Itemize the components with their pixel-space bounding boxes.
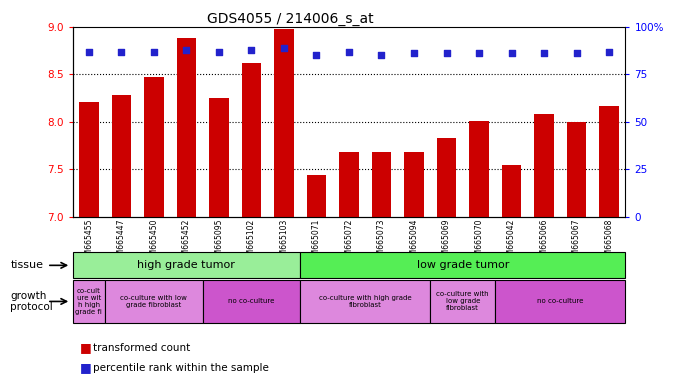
- Text: co-cult
ure wit
h high
grade fi: co-cult ure wit h high grade fi: [75, 288, 102, 315]
- Point: [149, 48, 160, 55]
- Bar: [430, 280, 495, 323]
- Bar: [144, 77, 164, 217]
- Point: [506, 50, 517, 56]
- Text: co-culture with low
grade fibroblast: co-culture with low grade fibroblast: [120, 295, 187, 308]
- Point: [473, 50, 484, 56]
- Text: co-culture with
low grade
fibroblast: co-culture with low grade fibroblast: [437, 291, 489, 311]
- Point: [603, 48, 614, 55]
- Point: [84, 48, 95, 55]
- Point: [343, 48, 354, 55]
- Point: [441, 50, 452, 56]
- Text: GDS4055 / 214006_s_at: GDS4055 / 214006_s_at: [207, 12, 374, 25]
- Bar: [339, 152, 359, 217]
- Text: low grade tumor: low grade tumor: [417, 260, 509, 270]
- Bar: [404, 152, 424, 217]
- Point: [278, 45, 290, 51]
- Point: [376, 52, 387, 58]
- Text: transformed count: transformed count: [93, 343, 191, 353]
- Text: ■: ■: [79, 341, 91, 354]
- Bar: [111, 95, 131, 217]
- Bar: [300, 280, 430, 323]
- Text: percentile rank within the sample: percentile rank within the sample: [93, 363, 269, 373]
- Point: [408, 50, 419, 56]
- Point: [181, 46, 192, 53]
- Bar: [202, 280, 300, 323]
- Bar: [502, 165, 521, 217]
- Bar: [177, 38, 196, 217]
- Text: high grade tumor: high grade tumor: [138, 260, 236, 270]
- Text: no co-culture: no co-culture: [537, 298, 583, 305]
- Bar: [437, 138, 456, 217]
- Point: [246, 46, 257, 53]
- Bar: [534, 114, 553, 217]
- Bar: [300, 252, 625, 278]
- Point: [214, 48, 225, 55]
- Bar: [79, 102, 99, 217]
- Bar: [469, 121, 489, 217]
- Text: growth
protocol: growth protocol: [10, 291, 53, 312]
- Bar: [242, 63, 261, 217]
- Point: [571, 50, 582, 56]
- Bar: [73, 252, 300, 278]
- Point: [538, 50, 549, 56]
- Bar: [567, 122, 587, 217]
- Bar: [105, 280, 202, 323]
- Text: no co-culture: no co-culture: [228, 298, 274, 305]
- Bar: [274, 29, 294, 217]
- Text: tissue: tissue: [10, 260, 44, 270]
- Bar: [307, 175, 326, 217]
- Bar: [599, 106, 619, 217]
- Point: [116, 48, 127, 55]
- Bar: [209, 98, 229, 217]
- Text: ■: ■: [79, 361, 91, 374]
- Text: co-culture with high grade
fibroblast: co-culture with high grade fibroblast: [319, 295, 412, 308]
- Point: [311, 52, 322, 58]
- Bar: [372, 152, 391, 217]
- Bar: [73, 280, 105, 323]
- Bar: [495, 280, 625, 323]
